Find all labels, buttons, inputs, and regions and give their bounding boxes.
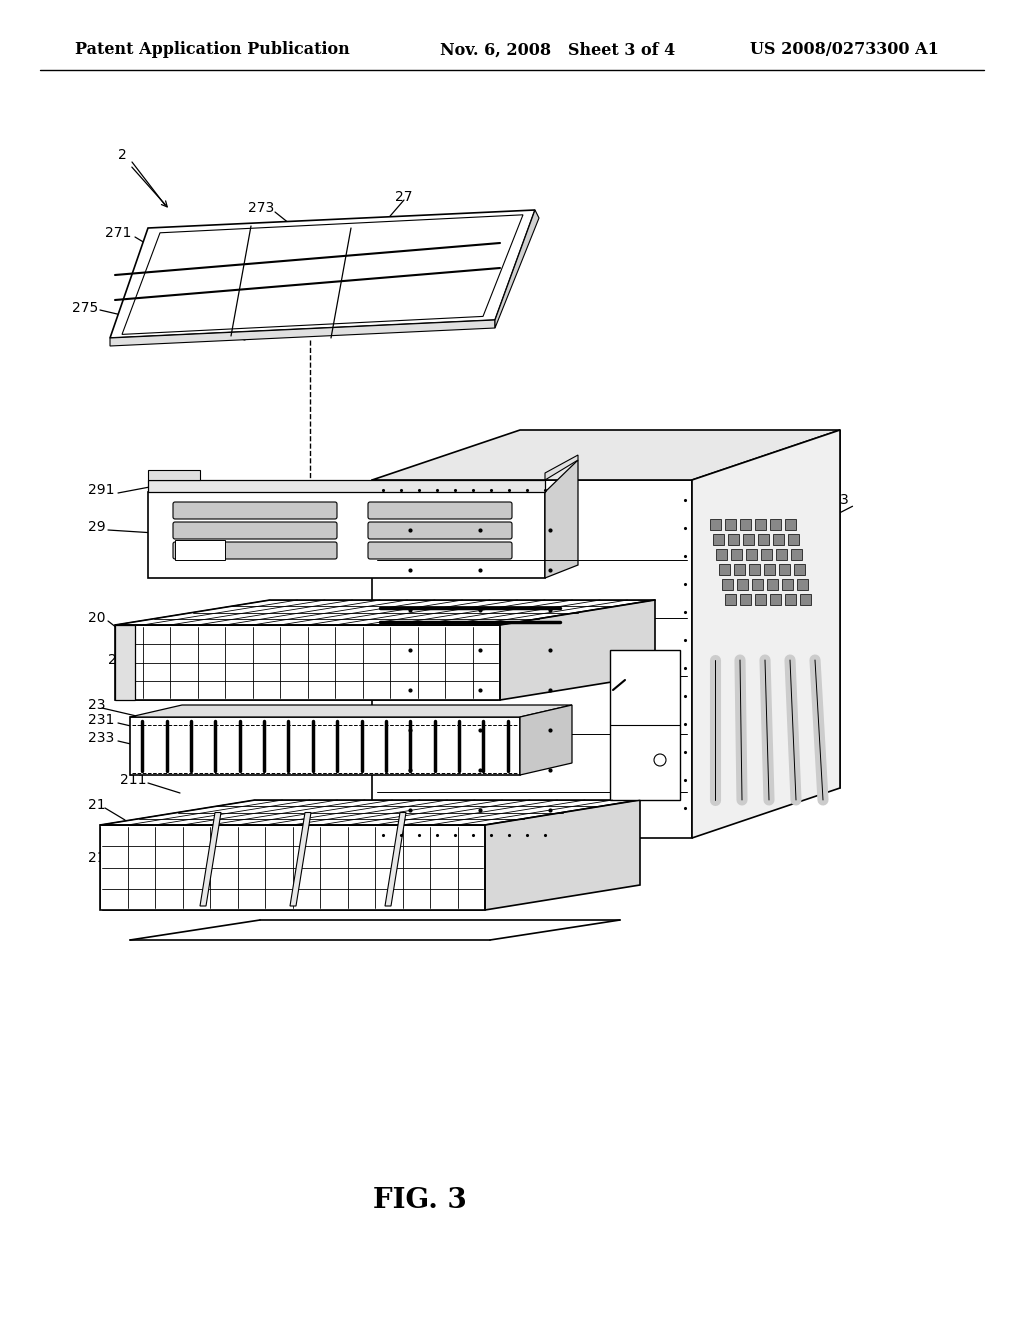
Bar: [800, 594, 811, 605]
Polygon shape: [130, 705, 572, 717]
Bar: [758, 535, 769, 545]
Bar: [740, 594, 751, 605]
Bar: [716, 549, 727, 560]
Polygon shape: [148, 470, 200, 480]
Polygon shape: [372, 430, 840, 480]
Text: 213: 213: [88, 851, 115, 865]
FancyBboxPatch shape: [368, 543, 512, 558]
Bar: [755, 519, 766, 531]
Text: 25: 25: [228, 891, 246, 906]
Polygon shape: [115, 601, 655, 624]
Bar: [731, 549, 742, 560]
Bar: [773, 535, 784, 545]
Bar: [797, 579, 808, 590]
Polygon shape: [495, 210, 539, 327]
Text: 211: 211: [120, 774, 146, 787]
Bar: [767, 579, 778, 590]
Text: 235: 235: [358, 663, 384, 677]
Text: Patent Application Publication: Patent Application Publication: [75, 41, 350, 58]
Text: 271: 271: [105, 226, 131, 240]
Bar: [719, 564, 730, 576]
Polygon shape: [545, 459, 578, 578]
Bar: [737, 579, 748, 590]
Polygon shape: [485, 800, 640, 909]
Polygon shape: [130, 717, 520, 775]
Text: Nov. 6, 2008   Sheet 3 of 4: Nov. 6, 2008 Sheet 3 of 4: [440, 41, 675, 58]
Bar: [713, 535, 724, 545]
Polygon shape: [545, 455, 578, 480]
Bar: [743, 535, 754, 545]
Bar: [755, 594, 766, 605]
Polygon shape: [115, 624, 135, 700]
Bar: [740, 519, 751, 531]
FancyBboxPatch shape: [173, 502, 337, 519]
Text: 203: 203: [108, 653, 134, 667]
Polygon shape: [115, 624, 500, 700]
Bar: [722, 579, 733, 590]
Bar: [782, 579, 793, 590]
Polygon shape: [100, 825, 485, 909]
Text: 273: 273: [248, 201, 274, 215]
Polygon shape: [110, 319, 495, 346]
Text: 23: 23: [88, 698, 105, 711]
Circle shape: [654, 754, 666, 766]
Text: 21: 21: [88, 799, 105, 812]
Text: 3: 3: [840, 492, 849, 507]
Bar: [175, 540, 225, 560]
Polygon shape: [200, 813, 221, 906]
Bar: [764, 564, 775, 576]
Bar: [749, 564, 760, 576]
Text: 235: 235: [210, 653, 237, 667]
Polygon shape: [290, 813, 311, 906]
Bar: [610, 649, 680, 800]
Bar: [779, 564, 790, 576]
Bar: [770, 594, 781, 605]
Polygon shape: [692, 430, 840, 838]
Text: 2: 2: [118, 148, 127, 162]
Text: 291: 291: [88, 483, 115, 498]
Polygon shape: [500, 601, 655, 700]
Text: 20: 20: [88, 611, 105, 624]
Polygon shape: [148, 492, 545, 578]
Text: 29: 29: [88, 520, 105, 535]
Bar: [785, 519, 796, 531]
Text: FIG. 3: FIG. 3: [373, 1187, 467, 1213]
Bar: [710, 519, 721, 531]
Text: 275: 275: [190, 323, 216, 337]
FancyBboxPatch shape: [173, 521, 337, 539]
Bar: [791, 549, 802, 560]
FancyBboxPatch shape: [173, 543, 337, 558]
Polygon shape: [372, 480, 692, 838]
Polygon shape: [100, 800, 640, 825]
Text: 233: 233: [88, 731, 115, 744]
Polygon shape: [110, 210, 535, 338]
Polygon shape: [148, 480, 545, 492]
FancyBboxPatch shape: [368, 521, 512, 539]
Bar: [725, 519, 736, 531]
Bar: [794, 564, 805, 576]
Bar: [734, 564, 745, 576]
Bar: [785, 594, 796, 605]
Bar: [728, 535, 739, 545]
Polygon shape: [520, 705, 572, 775]
Text: 231: 231: [88, 713, 115, 727]
Bar: [746, 549, 757, 560]
Bar: [761, 549, 772, 560]
Polygon shape: [385, 813, 406, 906]
Text: US 2008/0273300 A1: US 2008/0273300 A1: [750, 41, 939, 58]
Polygon shape: [122, 215, 523, 334]
FancyBboxPatch shape: [368, 502, 512, 519]
Text: 27: 27: [395, 190, 413, 205]
Bar: [788, 535, 799, 545]
Bar: [770, 519, 781, 531]
Text: 275: 275: [72, 301, 98, 315]
Bar: [776, 549, 787, 560]
Bar: [725, 594, 736, 605]
Bar: [752, 579, 763, 590]
